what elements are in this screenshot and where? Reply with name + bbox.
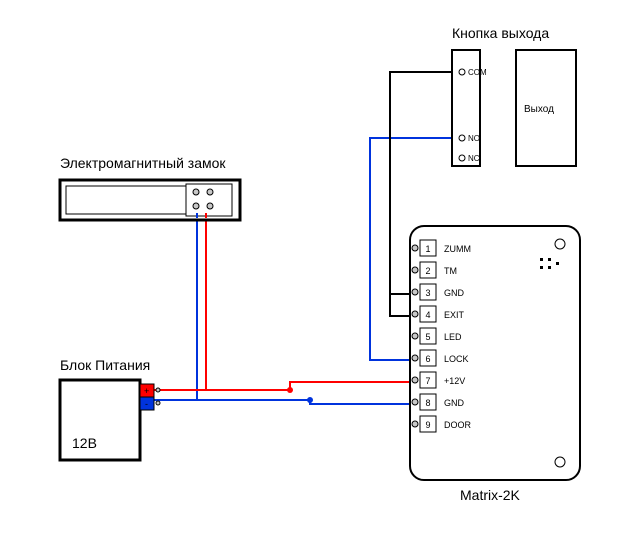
button-terminal-icon — [459, 69, 465, 75]
lock-title: Электромагнитный замок — [60, 155, 226, 171]
pin-screw-icon — [412, 311, 418, 317]
lock-screw-icon — [207, 203, 213, 209]
pin-screw-icon — [412, 399, 418, 405]
wire — [154, 218, 197, 400]
pin-number: 9 — [425, 420, 430, 430]
controller-title: Matrix-2K — [460, 487, 521, 503]
pin-number: 1 — [425, 244, 430, 254]
wire-junction-icon — [307, 397, 313, 403]
indicator-dot-icon — [548, 266, 551, 269]
lock-group: Электромагнитный замок — [60, 155, 240, 220]
pin-number: 2 — [425, 266, 430, 276]
lock-screw-icon — [193, 203, 199, 209]
wire — [310, 400, 415, 404]
pin-label: DOOR — [444, 420, 472, 430]
indicator-dot-icon — [540, 266, 543, 269]
exit-button-title: Кнопка выхода — [452, 25, 549, 41]
pin-screw-icon — [412, 377, 418, 383]
lock-screw-icon — [207, 189, 213, 195]
pin-screw-icon — [412, 333, 418, 339]
pin-label: TM — [444, 266, 457, 276]
pin-label: +12V — [444, 376, 465, 386]
pin-number: 7 — [425, 376, 430, 386]
psu-minus-label: - — [145, 399, 148, 409]
wire — [154, 218, 206, 390]
psu-title: Блок Питания — [60, 357, 150, 373]
psu-voltage: 12В — [72, 435, 97, 451]
pin-label: EXIT — [444, 310, 465, 320]
lock-plate — [66, 186, 206, 214]
controller-group: 1 ZUMM 2 TM 3 GND 4 EXIT 5 LED 6 LOCK 7 +12V 8 GND 9 DOOR… — [410, 226, 580, 503]
pin-number: 6 — [425, 354, 430, 364]
psu-group: Блок Питания 12В + - — [60, 357, 160, 460]
pin-screw-icon — [412, 421, 418, 427]
button-terminal-label: NC — [468, 154, 480, 163]
indicator-dot-icon — [548, 258, 551, 261]
wiring-diagram: Электромагнитный замок Блок Питания 12В … — [0, 0, 618, 551]
pin-label: GND — [444, 398, 465, 408]
pin-label: LED — [444, 332, 462, 342]
button-terminal-icon — [459, 135, 465, 141]
button-terminal-label: COM — [468, 68, 487, 77]
exit-button-box-label: Выход — [524, 104, 554, 115]
wire-junction-icon — [287, 387, 293, 393]
pin-label: ZUMM — [444, 244, 471, 254]
pin-number: 4 — [425, 310, 430, 320]
button-terminal-icon — [459, 155, 465, 161]
indicator-dot-icon — [556, 262, 559, 265]
pin-screw-icon — [412, 289, 418, 295]
pin-number: 8 — [425, 398, 430, 408]
pin-screw-icon — [412, 267, 418, 273]
psu-plus-label: + — [144, 386, 149, 396]
lock-screw-icon — [193, 189, 199, 195]
indicator-dot-icon — [540, 258, 543, 261]
pin-number: 5 — [425, 332, 430, 342]
pin-label: GND — [444, 288, 465, 298]
pin-screw-icon — [412, 355, 418, 361]
exit-button-group: Кнопка выхода Выход COM NO NC — [452, 25, 576, 166]
button-terminal-label: NO — [468, 134, 480, 143]
wire — [154, 382, 415, 390]
pin-screw-icon — [412, 245, 418, 251]
pin-number: 3 — [425, 288, 430, 298]
psu-screw-icon — [156, 401, 160, 405]
pin-label: LOCK — [444, 354, 469, 364]
psu-screw-icon — [156, 388, 160, 392]
